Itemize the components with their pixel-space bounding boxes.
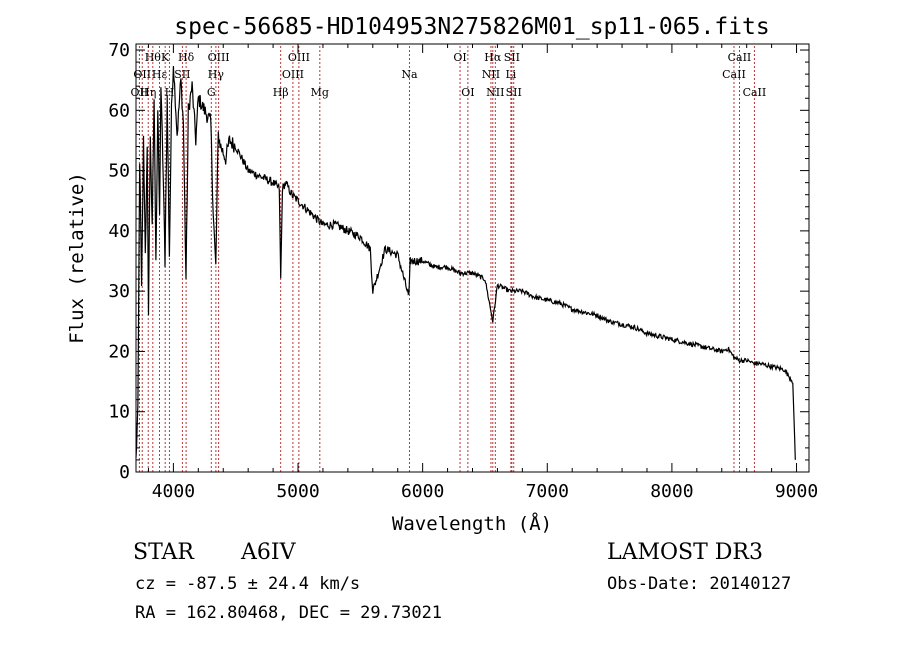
x-axis-label: Wavelength (Å) <box>392 512 552 535</box>
line-marker-label: OI <box>461 86 474 99</box>
y-tick-label: 10 <box>108 402 130 423</box>
line-marker-label: OIII <box>208 51 230 64</box>
x-tick-label: 4000 <box>152 481 195 502</box>
spectrum-line <box>135 65 796 460</box>
line-marker-label: Hθ <box>145 51 162 64</box>
observation-date: Obs-Date: 20140127 <box>607 574 792 594</box>
line-marker-label: OII <box>133 68 151 81</box>
line-marker-label: SII <box>504 51 520 64</box>
line-marker-label: OIII <box>288 51 310 64</box>
y-tick-label: 0 <box>119 462 130 483</box>
y-tick-label: 50 <box>108 161 130 182</box>
line-marker-label: SII <box>506 86 522 99</box>
y-tick-label: 60 <box>108 100 130 121</box>
y-axis: 0 10 20 30 40 50 60 70 <box>108 40 809 483</box>
line-marker-label: G <box>207 86 216 99</box>
coordinates-readout: RA = 162.80468, DEC = 29.73021 <box>135 603 443 623</box>
y-tick-label: 20 <box>108 341 130 362</box>
line-marker-label: Hδ <box>178 51 195 64</box>
object-class: STAR <box>133 540 194 565</box>
line-marker-label: NII <box>482 68 500 81</box>
line-marker-label: OI <box>453 51 466 64</box>
y-tick-label: 40 <box>108 221 130 242</box>
line-marker-label: Hβ <box>273 86 289 99</box>
line-marker-label: Hγ <box>208 68 225 81</box>
line-marker-label: CaII <box>743 86 767 99</box>
x-tick-label: 7000 <box>526 481 569 502</box>
y-axis-label: Flux (relative) <box>66 172 88 344</box>
x-tick-label: 8000 <box>650 481 693 502</box>
line-marker-label: CaII <box>722 68 746 81</box>
line-marker-label: NII <box>486 86 504 99</box>
chart-title: spec-56685-HD104953N275826M01_sp11-065.f… <box>174 14 769 40</box>
line-marker-label: K <box>161 51 170 64</box>
object-subclass: A6IV <box>241 540 296 565</box>
plot-frame <box>135 43 810 473</box>
line-marker-label: SII <box>174 68 190 81</box>
y-tick-label: 30 <box>108 281 130 302</box>
line-marker-label: Hε <box>152 68 168 81</box>
line-marker-label: OII <box>131 86 149 99</box>
x-tick-label: 6000 <box>401 481 444 502</box>
line-marker-label: Na <box>401 68 418 81</box>
line-marker-label: Li <box>505 68 516 81</box>
x-axis: 4000 5000 6000 7000 8000 9000 <box>147 44 818 502</box>
y-tick-label: 70 <box>108 40 130 61</box>
velocity-readout: cz = -87.5 ± 24.4 km/s <box>135 574 361 594</box>
survey-name: LAMOST DR3 <box>607 540 763 565</box>
line-marker-label: OIII <box>282 68 304 81</box>
line-marker-label: CaII <box>728 51 752 64</box>
x-tick-label: 5000 <box>276 481 319 502</box>
emission-line-labels: OIIOIIHηHθHεKHSIIHδGHγOIIIHβOIIIOIIIMgNa… <box>131 51 767 99</box>
line-marker-label: H <box>165 86 175 99</box>
line-marker-label: Hα <box>484 51 502 64</box>
line-marker-label: Mg <box>311 86 329 99</box>
x-tick-label: 9000 <box>775 481 818 502</box>
emission-line-markers <box>138 46 755 472</box>
line-marker-label: Hη <box>140 86 156 99</box>
